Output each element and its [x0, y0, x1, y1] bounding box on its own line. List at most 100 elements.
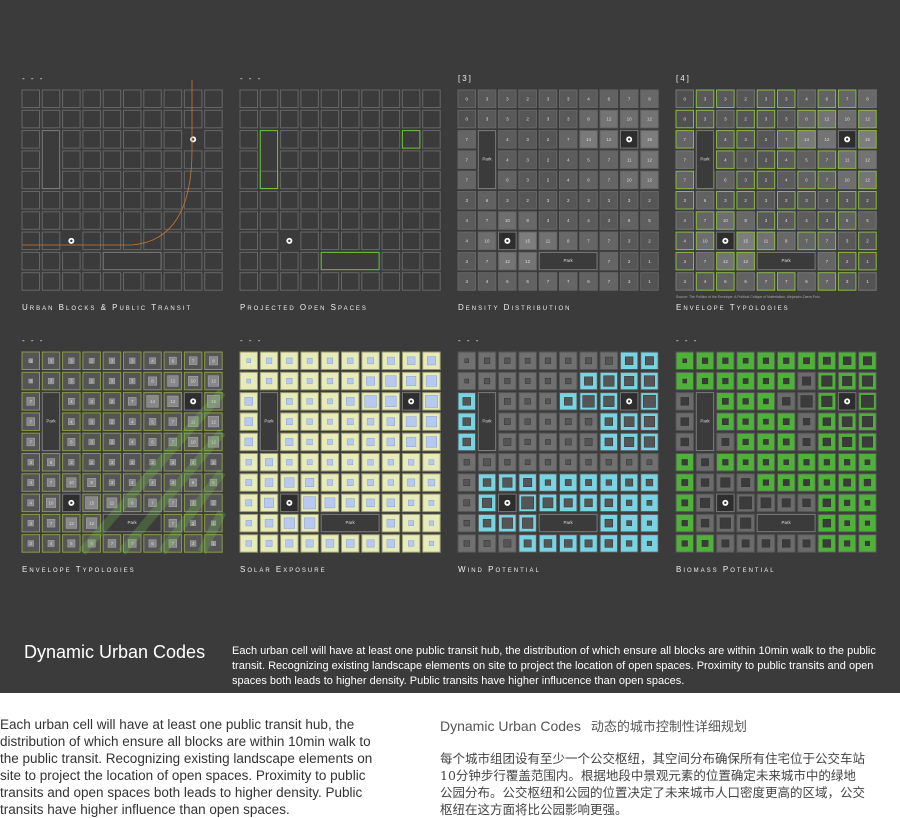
block-core [148, 539, 157, 548]
density-number: 3 [50, 358, 53, 363]
block-core [346, 397, 355, 406]
density-number: 15 [743, 239, 749, 244]
block [183, 272, 203, 291]
density-number: 7 [608, 259, 611, 264]
block [518, 170, 537, 190]
panel-caption: Urban Blocks & Public Transit [22, 303, 192, 312]
block [538, 191, 558, 210]
block-core [109, 418, 115, 425]
block-core [285, 438, 294, 446]
density-number: 7 [151, 501, 154, 506]
block-core [464, 378, 469, 384]
block [204, 130, 223, 149]
block [736, 191, 755, 210]
density-number: 3 [567, 117, 570, 122]
block [401, 211, 421, 230]
density-number: 10 [49, 501, 55, 506]
block-core [146, 395, 159, 408]
block [518, 191, 537, 210]
block-core [585, 357, 592, 365]
block [183, 109, 203, 129]
block [381, 150, 401, 169]
park [695, 392, 715, 452]
block-core [87, 478, 97, 488]
block [837, 231, 857, 251]
park [320, 513, 380, 533]
density-number: 10 [627, 117, 633, 122]
block [716, 109, 735, 129]
block [579, 150, 598, 169]
block [675, 109, 694, 129]
density-number: 8 [587, 117, 590, 122]
block-core [286, 377, 293, 385]
block [21, 191, 40, 210]
block-core [246, 358, 251, 363]
density-number: 4 [805, 96, 808, 101]
density-number: 6 [826, 96, 829, 101]
density-number: 3 [683, 198, 686, 203]
block [599, 251, 619, 271]
block-core [346, 539, 355, 548]
density-number: 6 [50, 460, 53, 465]
density-number: 3 [465, 259, 468, 264]
density-number: 12 [606, 117, 612, 122]
density-number: 10 [723, 218, 729, 223]
block-core [721, 438, 730, 446]
density-number: 6 [628, 218, 631, 223]
density-number: 3 [547, 117, 550, 122]
block-core [207, 375, 219, 387]
block [559, 231, 578, 251]
block [320, 170, 340, 190]
density-number: 7 [826, 279, 829, 284]
density-number: 3 [547, 96, 550, 101]
density-number: 0 [29, 379, 32, 384]
density-number: 3 [765, 218, 768, 223]
block-core [682, 358, 687, 363]
block-core [326, 357, 334, 364]
block-core [584, 498, 593, 508]
block-core [564, 438, 572, 446]
block-core [286, 357, 293, 364]
density-number: 4 [131, 419, 134, 424]
block [675, 211, 694, 230]
block-core [585, 479, 592, 486]
density-number: 7 [785, 279, 788, 284]
block [280, 251, 299, 271]
block [422, 191, 441, 210]
block [422, 150, 441, 169]
block-core [168, 356, 177, 365]
block [341, 150, 360, 169]
block-core [347, 377, 354, 385]
block [817, 231, 837, 251]
park [756, 513, 816, 533]
block-core [149, 459, 156, 466]
block-core [783, 377, 790, 385]
density-number: 6 [805, 279, 808, 284]
block [756, 89, 776, 108]
block [695, 211, 715, 230]
block [422, 130, 441, 149]
block-core [88, 459, 95, 466]
block-core [802, 418, 811, 426]
block [41, 89, 61, 108]
block-core [387, 479, 394, 486]
footer-subtitle: 动态的城市控制性详细规划 [590, 720, 747, 735]
density-number: 14 [804, 137, 810, 142]
park-label: Park [482, 419, 492, 424]
density-number: 12 [170, 379, 176, 384]
block-core [168, 437, 178, 447]
block [716, 211, 735, 230]
block [858, 272, 877, 291]
block-core [822, 518, 832, 528]
block [204, 272, 223, 291]
block [300, 251, 319, 271]
block [361, 191, 380, 210]
block-core [428, 459, 435, 466]
block-core [463, 479, 471, 486]
block-core [286, 398, 293, 405]
block-core [27, 499, 35, 507]
block-core [504, 377, 511, 385]
density-number: 2 [131, 460, 134, 465]
block [756, 170, 776, 190]
density-number: 14 [150, 399, 156, 404]
